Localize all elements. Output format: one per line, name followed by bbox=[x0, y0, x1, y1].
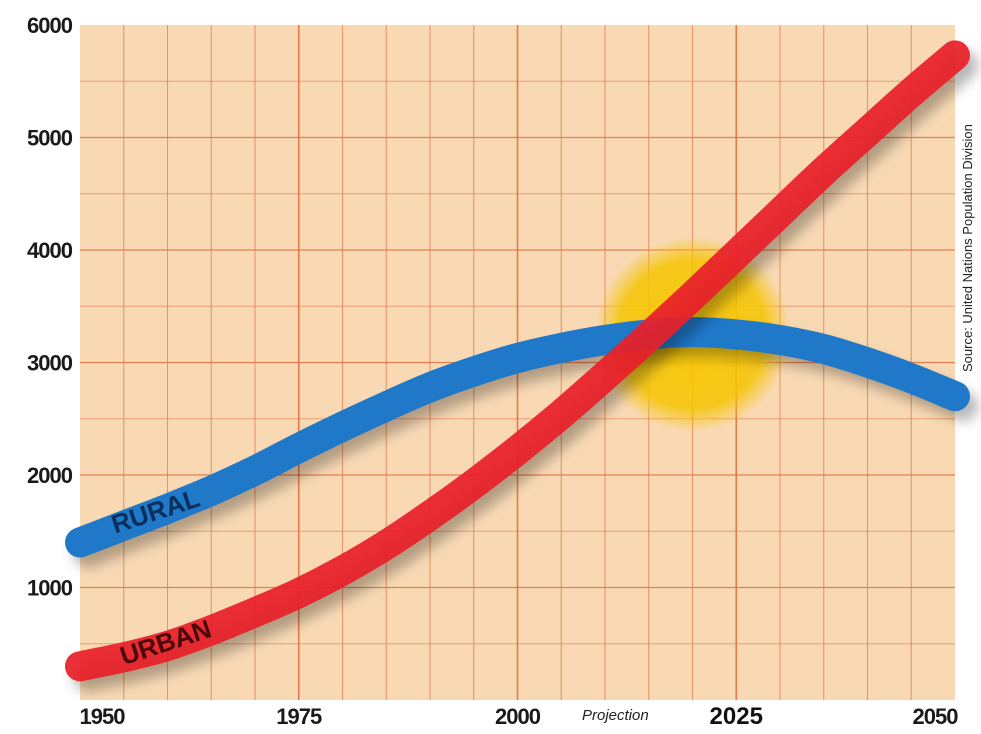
x-tick-label: 2025 bbox=[710, 703, 763, 729]
source-note: Source: United Nations Population Divisi… bbox=[960, 124, 975, 372]
axes-layer: 1000 2000 3000 4000 5000 6000 1950 1975 2000 2025… bbox=[27, 13, 959, 730]
y-tick-label: 2000 bbox=[27, 463, 73, 488]
y-tick-label: 6000 bbox=[27, 13, 73, 38]
rural-series-line bbox=[65, 317, 970, 558]
y-tick-label: 5000 bbox=[27, 126, 73, 151]
x-tick-label: 2050 bbox=[913, 704, 959, 729]
x-tick-label: 1975 bbox=[276, 704, 322, 729]
y-tick-label: 3000 bbox=[27, 351, 73, 376]
y-tick-label: 4000 bbox=[27, 238, 73, 263]
x-tick-label: 1950 bbox=[80, 704, 126, 729]
projection-label: Projection bbox=[582, 707, 649, 724]
urban-series-line bbox=[65, 40, 970, 682]
y-tick-label: 1000 bbox=[27, 576, 73, 601]
x-tick-label: 2000 bbox=[495, 704, 541, 729]
